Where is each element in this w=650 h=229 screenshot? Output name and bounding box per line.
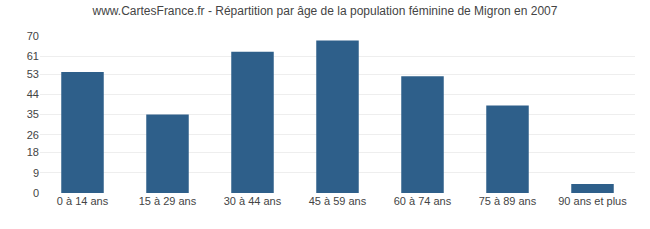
svg-text:61: 61 <box>27 50 39 62</box>
svg-text:70: 70 <box>27 30 39 42</box>
svg-text:44: 44 <box>27 88 39 100</box>
svg-text:30 à 44 ans: 30 à 44 ans <box>224 195 282 207</box>
svg-text:18: 18 <box>27 146 39 158</box>
svg-text:45 à 59 ans: 45 à 59 ans <box>309 195 367 207</box>
svg-text:26: 26 <box>27 129 39 141</box>
svg-text:90 ans et plus: 90 ans et plus <box>558 195 627 207</box>
svg-text:35: 35 <box>27 108 39 120</box>
svg-text:60 à 74 ans: 60 à 74 ans <box>394 195 452 207</box>
svg-text:0 à 14 ans: 0 à 14 ans <box>57 195 109 207</box>
svg-text:53: 53 <box>27 68 39 80</box>
svg-text:www.CartesFrance.fr - Répartit: www.CartesFrance.fr - Répartition par âg… <box>92 4 558 18</box>
svg-text:9: 9 <box>33 167 39 179</box>
svg-text:0: 0 <box>33 187 39 199</box>
svg-text:15 à 29 ans: 15 à 29 ans <box>139 195 197 207</box>
svg-text:75 à 89 ans: 75 à 89 ans <box>479 195 537 207</box>
